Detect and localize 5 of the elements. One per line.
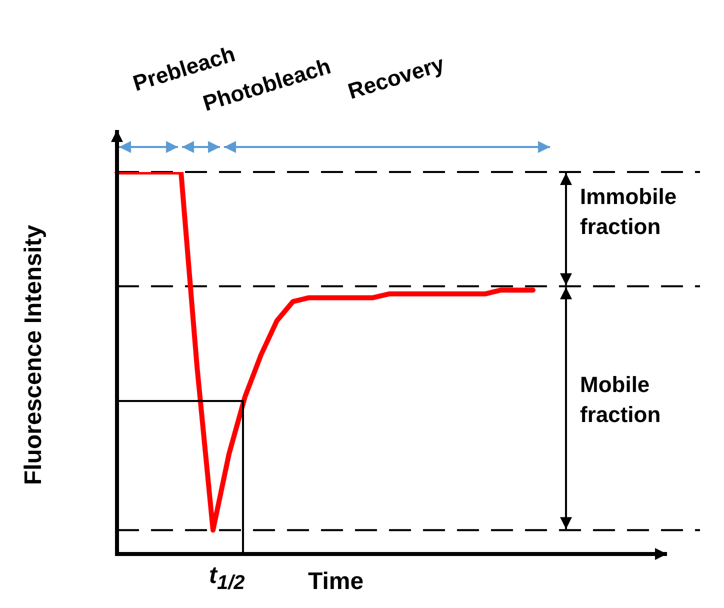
- text: Mobile fraction: [580, 371, 662, 429]
- text: Immobile fraction: [580, 183, 678, 241]
- y-axis-title: Fluorescence Intensity: [20, 224, 48, 486]
- x-axis-title: Time: [308, 568, 364, 596]
- text: t$_{1/2}$: [209, 562, 245, 595]
